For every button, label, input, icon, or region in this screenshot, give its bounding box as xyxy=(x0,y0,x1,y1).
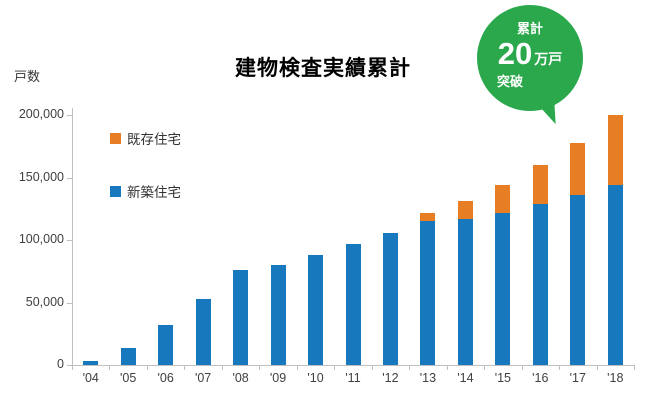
bar-segment-new-construction xyxy=(233,270,249,365)
legend-item-existing-home: 既存住宅 xyxy=(110,128,181,148)
bar-segment-existing-home xyxy=(607,115,623,185)
callout-number-row: 20 万戸 xyxy=(477,38,583,69)
x-tick-mark xyxy=(72,366,73,370)
bar-segment-existing-home xyxy=(532,165,548,204)
y-tick-label: 50,000 xyxy=(25,294,64,309)
y-axis-label: 戸数 xyxy=(14,69,41,84)
bar-segment-new-construction xyxy=(570,195,586,365)
y-tick-label: 100,000 xyxy=(18,232,64,246)
callout-number: 20 xyxy=(497,36,533,71)
x-tick-label: '07 xyxy=(194,371,212,385)
x-tick-mark xyxy=(334,366,336,370)
x-tick-mark xyxy=(371,366,373,370)
y-tick-mark xyxy=(67,302,72,304)
x-tick-mark xyxy=(521,366,523,370)
bar-segment-new-construction xyxy=(532,203,548,365)
y-tick-mark xyxy=(67,365,72,366)
x-axis-line xyxy=(72,365,635,366)
chart-title: 建物検査実績累計 xyxy=(235,57,411,80)
bar-segment-new-construction xyxy=(382,232,398,365)
x-tick-mark xyxy=(184,366,186,370)
x-tick-mark xyxy=(221,366,223,370)
legend: 既存住宅 新築住宅 xyxy=(110,128,181,201)
x-tick-label: '05 xyxy=(120,371,137,385)
x-tick-mark xyxy=(296,366,298,370)
x-tick-label: '15 xyxy=(494,371,511,385)
y-tick-mark xyxy=(67,177,72,179)
bar-segment-existing-home xyxy=(457,201,473,219)
bar-segment-new-construction xyxy=(607,185,623,365)
x-tick-mark xyxy=(484,366,486,370)
x-tick-label: '08 xyxy=(232,371,249,385)
bar-segment-new-construction xyxy=(270,265,286,365)
x-tick-label: '04 xyxy=(82,371,99,385)
x-tick-mark xyxy=(596,366,598,370)
y-tick-label: 200,000 xyxy=(18,107,64,121)
x-tick-label: '11 xyxy=(345,371,361,385)
x-tick-mark xyxy=(146,366,148,370)
x-tick-label: '14 xyxy=(457,371,474,385)
x-tick-mark xyxy=(634,366,635,370)
bar-segment-new-construction xyxy=(345,243,361,365)
y-tick-label: 150,000 xyxy=(18,169,64,184)
x-tick-label: '16 xyxy=(532,371,549,385)
x-tick-mark xyxy=(409,366,411,370)
bar-segment-new-construction xyxy=(195,298,211,365)
bar-segment-new-construction xyxy=(158,325,174,365)
y-tick-mark xyxy=(67,115,72,116)
x-tick-label: '13 xyxy=(419,371,437,385)
legend-swatch-existing-home xyxy=(110,132,121,144)
callout-line1: 累計 xyxy=(516,21,543,36)
x-tick-label: '17 xyxy=(569,371,586,385)
callout-line3: 突破 xyxy=(497,74,524,89)
legend-swatch-new-construction xyxy=(110,185,121,197)
x-tick-mark xyxy=(559,366,561,370)
y-tick-mark xyxy=(67,240,72,241)
x-tick-label: '18 xyxy=(607,371,624,385)
x-tick-label: '12 xyxy=(382,371,399,385)
x-tick-label: '09 xyxy=(269,371,287,385)
x-tick-mark xyxy=(446,366,448,370)
callout-badge: 累計 20 万戸 突破 xyxy=(477,5,583,111)
bar-segment-new-construction xyxy=(420,221,436,365)
legend-item-new-construction: 新築住宅 xyxy=(110,181,181,201)
x-tick-label: '06 xyxy=(157,371,174,385)
bar-segment-new-construction xyxy=(495,212,511,365)
bar-segment-new-construction xyxy=(120,347,136,365)
bar-segment-existing-home xyxy=(420,212,436,222)
x-tick-mark xyxy=(259,366,261,370)
bar-segment-existing-home xyxy=(570,142,586,195)
bar-segment-existing-home xyxy=(495,185,511,213)
y-tick-label: 0 xyxy=(57,357,64,371)
x-tick-label: '10 xyxy=(307,371,324,385)
callout-unit: 万戸 xyxy=(534,51,563,67)
legend-label-new-construction: 新築住宅 xyxy=(127,185,181,200)
x-tick-mark xyxy=(109,366,111,370)
bar-segment-new-construction xyxy=(308,255,324,365)
legend-label-existing-home: 既存住宅 xyxy=(127,132,181,147)
bar-segment-new-construction xyxy=(457,218,473,365)
y-axis-line xyxy=(72,108,73,366)
bar-segment-new-construction xyxy=(83,361,99,365)
